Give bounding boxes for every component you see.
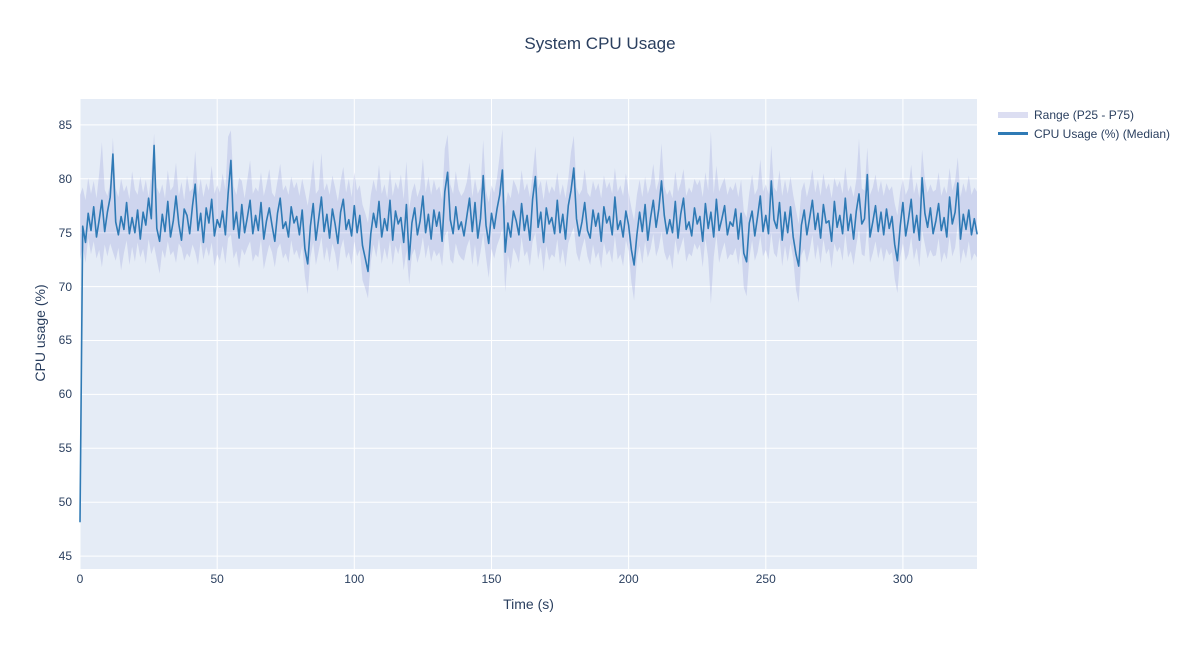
line-swatch-icon bbox=[998, 132, 1028, 135]
x-tick-label: 100 bbox=[344, 572, 365, 586]
y-tick-label: 45 bbox=[58, 549, 72, 564]
band-range-p25-p75 bbox=[80, 129, 977, 304]
y-tick-label: 65 bbox=[58, 333, 72, 348]
band-swatch-icon bbox=[998, 111, 1028, 118]
y-tick-label: 55 bbox=[58, 441, 72, 456]
plot-area[interactable] bbox=[80, 99, 977, 569]
gridlines bbox=[79, 99, 977, 569]
median-line bbox=[79, 144, 978, 523]
y-tick-label: 70 bbox=[58, 279, 72, 294]
y-tick-label: 85 bbox=[58, 117, 72, 132]
legend: Range (P25 - P75) CPU Usage (%) (Median) bbox=[998, 105, 1170, 143]
legend-item-median[interactable]: CPU Usage (%) (Median) bbox=[998, 124, 1170, 143]
legend-label-range: Range (P25 - P75) bbox=[1034, 107, 1135, 122]
legend-label-median: CPU Usage (%) (Median) bbox=[1034, 126, 1171, 141]
legend-item-range[interactable]: Range (P25 - P75) bbox=[998, 105, 1170, 124]
y-tick-label: 80 bbox=[58, 171, 72, 186]
x-tick-label: 250 bbox=[755, 572, 776, 586]
x-tick-label: 0 bbox=[76, 572, 84, 586]
y-tick-label: 60 bbox=[58, 387, 72, 402]
y-tick-label: 75 bbox=[58, 225, 72, 240]
chart-title: System CPU Usage bbox=[524, 34, 676, 53]
y-axis-title: CPU usage (%) bbox=[32, 284, 48, 382]
y-tick-label: 50 bbox=[58, 495, 72, 510]
x-tick-label: 200 bbox=[618, 572, 639, 586]
x-tick-label: 50 bbox=[210, 572, 224, 586]
x-tick-label: 150 bbox=[481, 572, 502, 586]
x-axis-title: Time (s) bbox=[503, 596, 554, 612]
x-tick-label: 300 bbox=[892, 572, 913, 586]
